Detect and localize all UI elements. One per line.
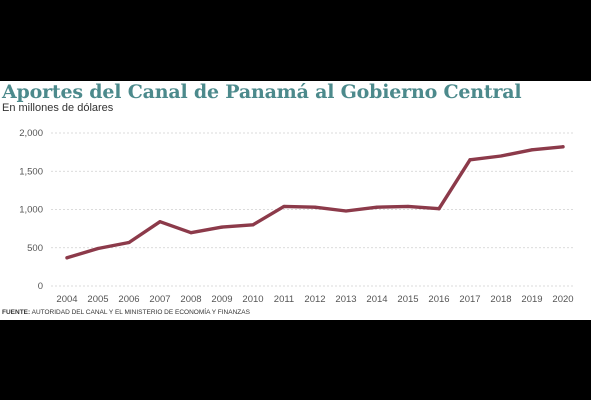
x-tick-label: 2008 [180, 294, 201, 305]
series-line [65, 145, 565, 260]
x-tick-label: 2016 [428, 294, 449, 305]
line-chart: 0 500 1,000 1,500 2,000 2004 2005 2006 2007 2008 2… [19, 128, 575, 305]
data-point [251, 223, 255, 227]
chart-panel: Aportes del Canal de Panamá al Gobierno … [0, 81, 591, 320]
x-tick-label: 2018 [490, 294, 511, 305]
x-tick-label: 2009 [211, 294, 232, 305]
y-tick-label: 1,000 [19, 205, 43, 216]
data-point [530, 148, 534, 152]
x-tick-label: 2011 [274, 294, 294, 305]
x-tick-label: 2020 [552, 294, 573, 305]
data-point [313, 205, 317, 209]
data-point [344, 209, 348, 213]
data-point [561, 145, 565, 149]
y-tick-label: 2,000 [19, 128, 43, 139]
data-point [158, 220, 162, 224]
data-point [437, 207, 441, 211]
x-tick-label: 2005 [87, 294, 108, 305]
data-point [96, 246, 100, 251]
x-tick-label: 2007 [149, 294, 170, 305]
y-tick-label: 0 [38, 281, 43, 292]
data-point [189, 231, 193, 235]
x-tick-label: 2010 [242, 294, 263, 305]
data-point [468, 158, 472, 162]
data-point [499, 154, 503, 158]
source-note: FUENTE: AUTORIDAD DEL CANAL Y EL MINISTE… [2, 309, 250, 316]
data-point [406, 204, 410, 209]
source-text: AUTORIDAD DEL CANAL Y EL MINISTERIO DE E… [30, 309, 250, 316]
x-tick-label: 2019 [521, 294, 542, 305]
x-tick-label: 2013 [335, 294, 356, 305]
data-point [65, 256, 69, 260]
data-point [282, 204, 286, 209]
chart-subtitle: En millones de dólares [2, 102, 114, 114]
y-tick-label: 500 [27, 243, 43, 254]
x-tick-label: 2004 [56, 294, 77, 305]
chart-title: Aportes del Canal de Panamá al Gobierno … [2, 81, 522, 103]
x-tick-label: 2015 [397, 294, 418, 305]
data-point [375, 205, 379, 209]
x-tick-label: 2017 [459, 294, 480, 305]
x-tick-label: 2012 [304, 294, 325, 305]
data-point [127, 240, 131, 245]
source-label: FUENTE: [2, 309, 31, 316]
x-tick-label: 2014 [366, 294, 387, 305]
x-tick-label: 2006 [118, 294, 139, 305]
data-point [220, 225, 224, 229]
y-tick-label: 1,500 [19, 166, 43, 177]
